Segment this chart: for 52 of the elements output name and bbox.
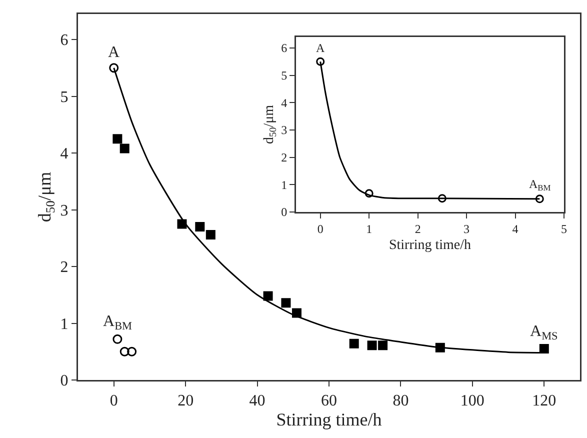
- point: [535, 194, 544, 204]
- x-tick-label: 40: [249, 392, 266, 410]
- y-tick-label: 3: [281, 123, 288, 138]
- point: [367, 340, 377, 350]
- x-tick-label: 1: [366, 222, 372, 236]
- annotation: A$_{BM}$: [529, 177, 552, 193]
- point: [120, 346, 130, 356]
- point: [112, 334, 122, 344]
- annotation: A$_{MS}$: [530, 323, 558, 342]
- y-tick-label: 0: [60, 372, 68, 390]
- y-tick-label: 1: [60, 316, 68, 333]
- y-tick-label: 0: [281, 205, 288, 220]
- point: [539, 344, 549, 354]
- point: [364, 189, 374, 198]
- x-tick-label: 60: [321, 392, 337, 410]
- x-axis-title: Stirring time/h: [276, 410, 382, 430]
- x-tick-label: 0: [317, 222, 324, 236]
- x-tick-label: 20: [178, 392, 194, 410]
- x-tick-label: 2: [414, 222, 421, 236]
- x-tick-label: 80: [392, 392, 409, 410]
- y-tick-label: 1: [281, 178, 288, 192]
- x-tick-label: 3: [464, 222, 470, 236]
- y-tick-label: 2: [60, 259, 68, 276]
- point: [112, 134, 122, 144]
- x-axis-title: Stirring time/h: [388, 238, 472, 253]
- y-tick-label: 4: [60, 146, 68, 163]
- x-tick-label: 120: [532, 392, 556, 410]
- point: [109, 63, 119, 73]
- annotation: A$_{BM}$: [103, 313, 132, 332]
- annotation: A: [108, 44, 120, 61]
- point: [349, 338, 359, 348]
- point: [120, 144, 130, 154]
- x-tick-label: 0: [110, 392, 118, 410]
- annotation: A: [316, 41, 325, 55]
- point: [206, 230, 216, 240]
- y-tick-label: 4: [281, 96, 288, 110]
- point: [438, 194, 446, 203]
- y-tick-label: 3: [60, 202, 68, 220]
- point: [195, 222, 205, 232]
- point: [378, 340, 388, 350]
- y-tick-label: 5: [60, 88, 68, 106]
- x-tick-label: 100: [460, 392, 484, 410]
- y-tick-label: 6: [281, 41, 288, 56]
- y-tick-label: 2: [281, 150, 288, 165]
- point: [316, 57, 325, 66]
- x-tick-label: 5: [561, 222, 567, 236]
- x-tick-label: 4: [512, 222, 518, 236]
- point: [263, 291, 273, 301]
- y-tick-label: 5: [281, 68, 288, 82]
- point: [281, 298, 291, 308]
- point: [127, 346, 137, 356]
- y-tick-label: 6: [60, 32, 68, 50]
